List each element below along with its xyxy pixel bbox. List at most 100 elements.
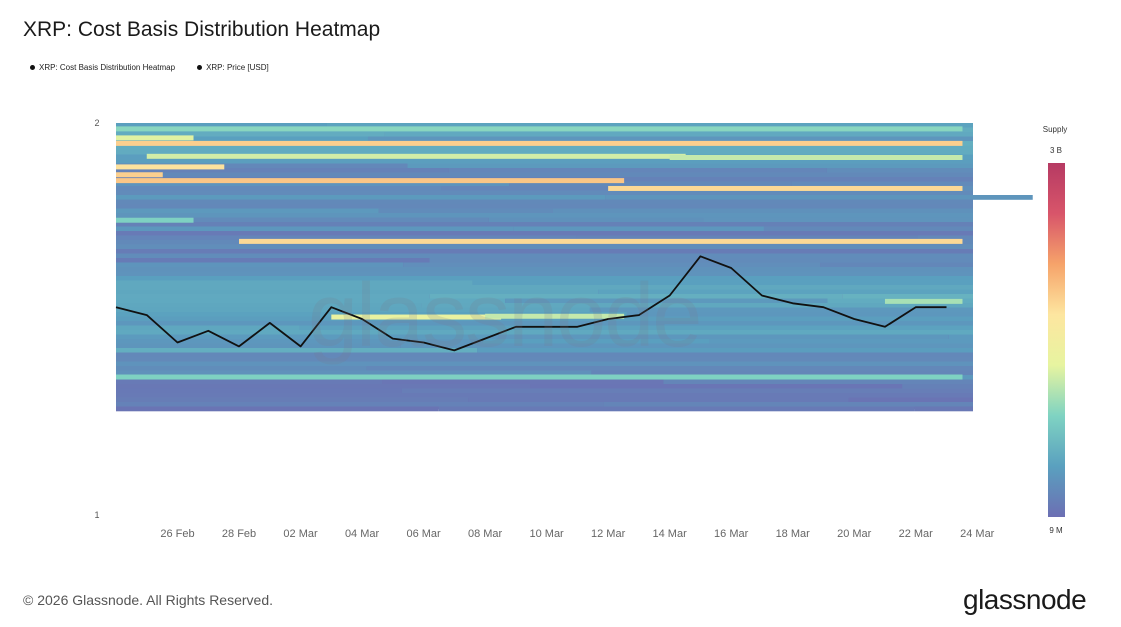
heatmap-cell <box>400 343 973 349</box>
heatmap-cell <box>116 271 973 277</box>
heatmap-cell <box>492 334 949 340</box>
heatmap-cell <box>116 303 422 308</box>
heatmap-cell <box>472 280 973 286</box>
heatmap-cell <box>591 370 973 376</box>
heatmap-cell <box>116 204 973 209</box>
x-tick-label: 12 Mar <box>591 528 626 540</box>
heatmap-cell <box>914 406 973 412</box>
heatmap-cell <box>116 172 973 178</box>
legend-label: XRP: Price [USD] <box>206 63 269 72</box>
heatmap-cell <box>421 303 973 308</box>
legend-label: XRP: Cost Basis Distribution Heatmap <box>39 63 176 72</box>
heatmap-cell <box>116 244 973 250</box>
heatmap-cell <box>477 348 973 353</box>
heatmap-band <box>116 140 963 146</box>
x-tick-label: 22 Mar <box>899 528 934 540</box>
heatmap-cell <box>116 280 473 286</box>
legend-item-heatmap[interactable]: XRP: Cost Basis Distribution Heatmap <box>30 63 175 72</box>
heatmap-cell <box>663 379 973 385</box>
heatmap-cell <box>530 384 903 389</box>
heatmap-cell <box>116 168 449 173</box>
heatmap-cell <box>116 388 402 394</box>
heatmap-cell <box>552 208 973 214</box>
heatmap-cell <box>116 190 973 196</box>
heatmap-cell <box>626 312 973 317</box>
heatmap-cell <box>116 181 510 187</box>
heatmap-cell <box>367 136 973 142</box>
heatmap-cell <box>116 339 483 344</box>
heatmap-cell <box>407 163 973 169</box>
heatmap-cell <box>116 285 973 290</box>
heatmap-cell <box>116 330 973 335</box>
x-tick-label: 06 Mar <box>406 528 441 540</box>
x-tick-label: 14 Mar <box>653 528 688 540</box>
heatmap-cell <box>116 150 973 155</box>
heatmap-layer <box>116 123 1033 412</box>
heatmap-cell <box>902 384 973 389</box>
heatmap-cell <box>116 316 973 322</box>
heatmap-cell <box>382 379 664 385</box>
heatmap-band <box>669 154 963 160</box>
heatmap-cell <box>116 298 506 304</box>
heatmap-cell <box>326 123 973 128</box>
heatmap-band <box>116 178 625 184</box>
x-tick-label: 24 Mar <box>960 528 995 540</box>
heatmap-cell <box>116 312 627 317</box>
heatmap-cell <box>116 289 599 295</box>
heatmap-cell <box>482 339 710 344</box>
heatmap-cell <box>116 334 493 340</box>
heatmap-cell <box>116 402 604 407</box>
heatmap-cell <box>116 226 514 232</box>
heatmap-cell <box>948 334 973 340</box>
heatmap-cell <box>116 267 973 272</box>
heatmap-cell <box>299 325 973 331</box>
heatmap-cell <box>576 235 918 241</box>
heatmap-cell <box>509 181 792 187</box>
x-tick-label: 08 Mar <box>468 528 503 540</box>
y-tick-label: 1 <box>94 510 99 520</box>
heatmap-cell <box>116 217 489 223</box>
legend-item-price[interactable]: XRP: Price [USD] <box>197 63 269 72</box>
heatmap-band <box>116 135 194 141</box>
x-tick-label: 18 Mar <box>776 528 811 540</box>
heatmap-cell <box>116 348 478 353</box>
heatmap-cell <box>589 307 973 313</box>
heatmap-cell <box>116 208 379 214</box>
heatmap-cell <box>116 357 973 362</box>
heatmap-band <box>116 374 963 380</box>
price-series-line <box>115 255 947 352</box>
legend-dot-icon <box>30 65 35 70</box>
heatmap-band <box>146 153 686 159</box>
glassnode-logo[interactable]: glassnode <box>963 584 1087 615</box>
heatmap-bands <box>116 126 963 380</box>
heatmap-cell <box>763 226 973 232</box>
x-tick-label: 20 Mar <box>837 528 872 540</box>
heatmap-cell <box>116 258 430 263</box>
heatmap-cell <box>116 132 385 137</box>
heatmap-cell <box>116 361 973 367</box>
colorbar-max-label: 3 B <box>1050 146 1062 155</box>
heatmap-cell <box>917 235 973 241</box>
heatmap-band <box>884 298 963 304</box>
colorbar-min-label: 9 M <box>1049 526 1063 535</box>
axes: 26 Feb 28 Feb 02 Mar 04 Mar 06 Mar 08 Mar 10 M… <box>94 118 994 540</box>
heatmap-cell <box>116 343 401 349</box>
heatmap-cell <box>429 294 843 299</box>
heatmap-cell <box>429 258 973 263</box>
heatmap-band <box>116 164 225 170</box>
heatmap-cell <box>438 406 915 412</box>
heatmap-cell <box>791 181 973 187</box>
chart-legend: XRP: Cost Basis Distribution Heatmap XRP… <box>30 63 269 72</box>
price-line-layer <box>115 255 947 352</box>
colorbar-gradient <box>1048 163 1065 517</box>
heatmap-cell <box>116 145 973 151</box>
heatmap-cell <box>603 402 973 407</box>
legend-dot-icon <box>197 65 203 70</box>
heatmap-cell <box>116 159 973 164</box>
heatmap-cell <box>513 226 764 232</box>
x-tick-label: 16 Mar <box>714 528 749 540</box>
heatmap-band <box>239 238 963 244</box>
heatmap-cell <box>820 262 973 268</box>
heatmap-cell <box>378 208 553 214</box>
